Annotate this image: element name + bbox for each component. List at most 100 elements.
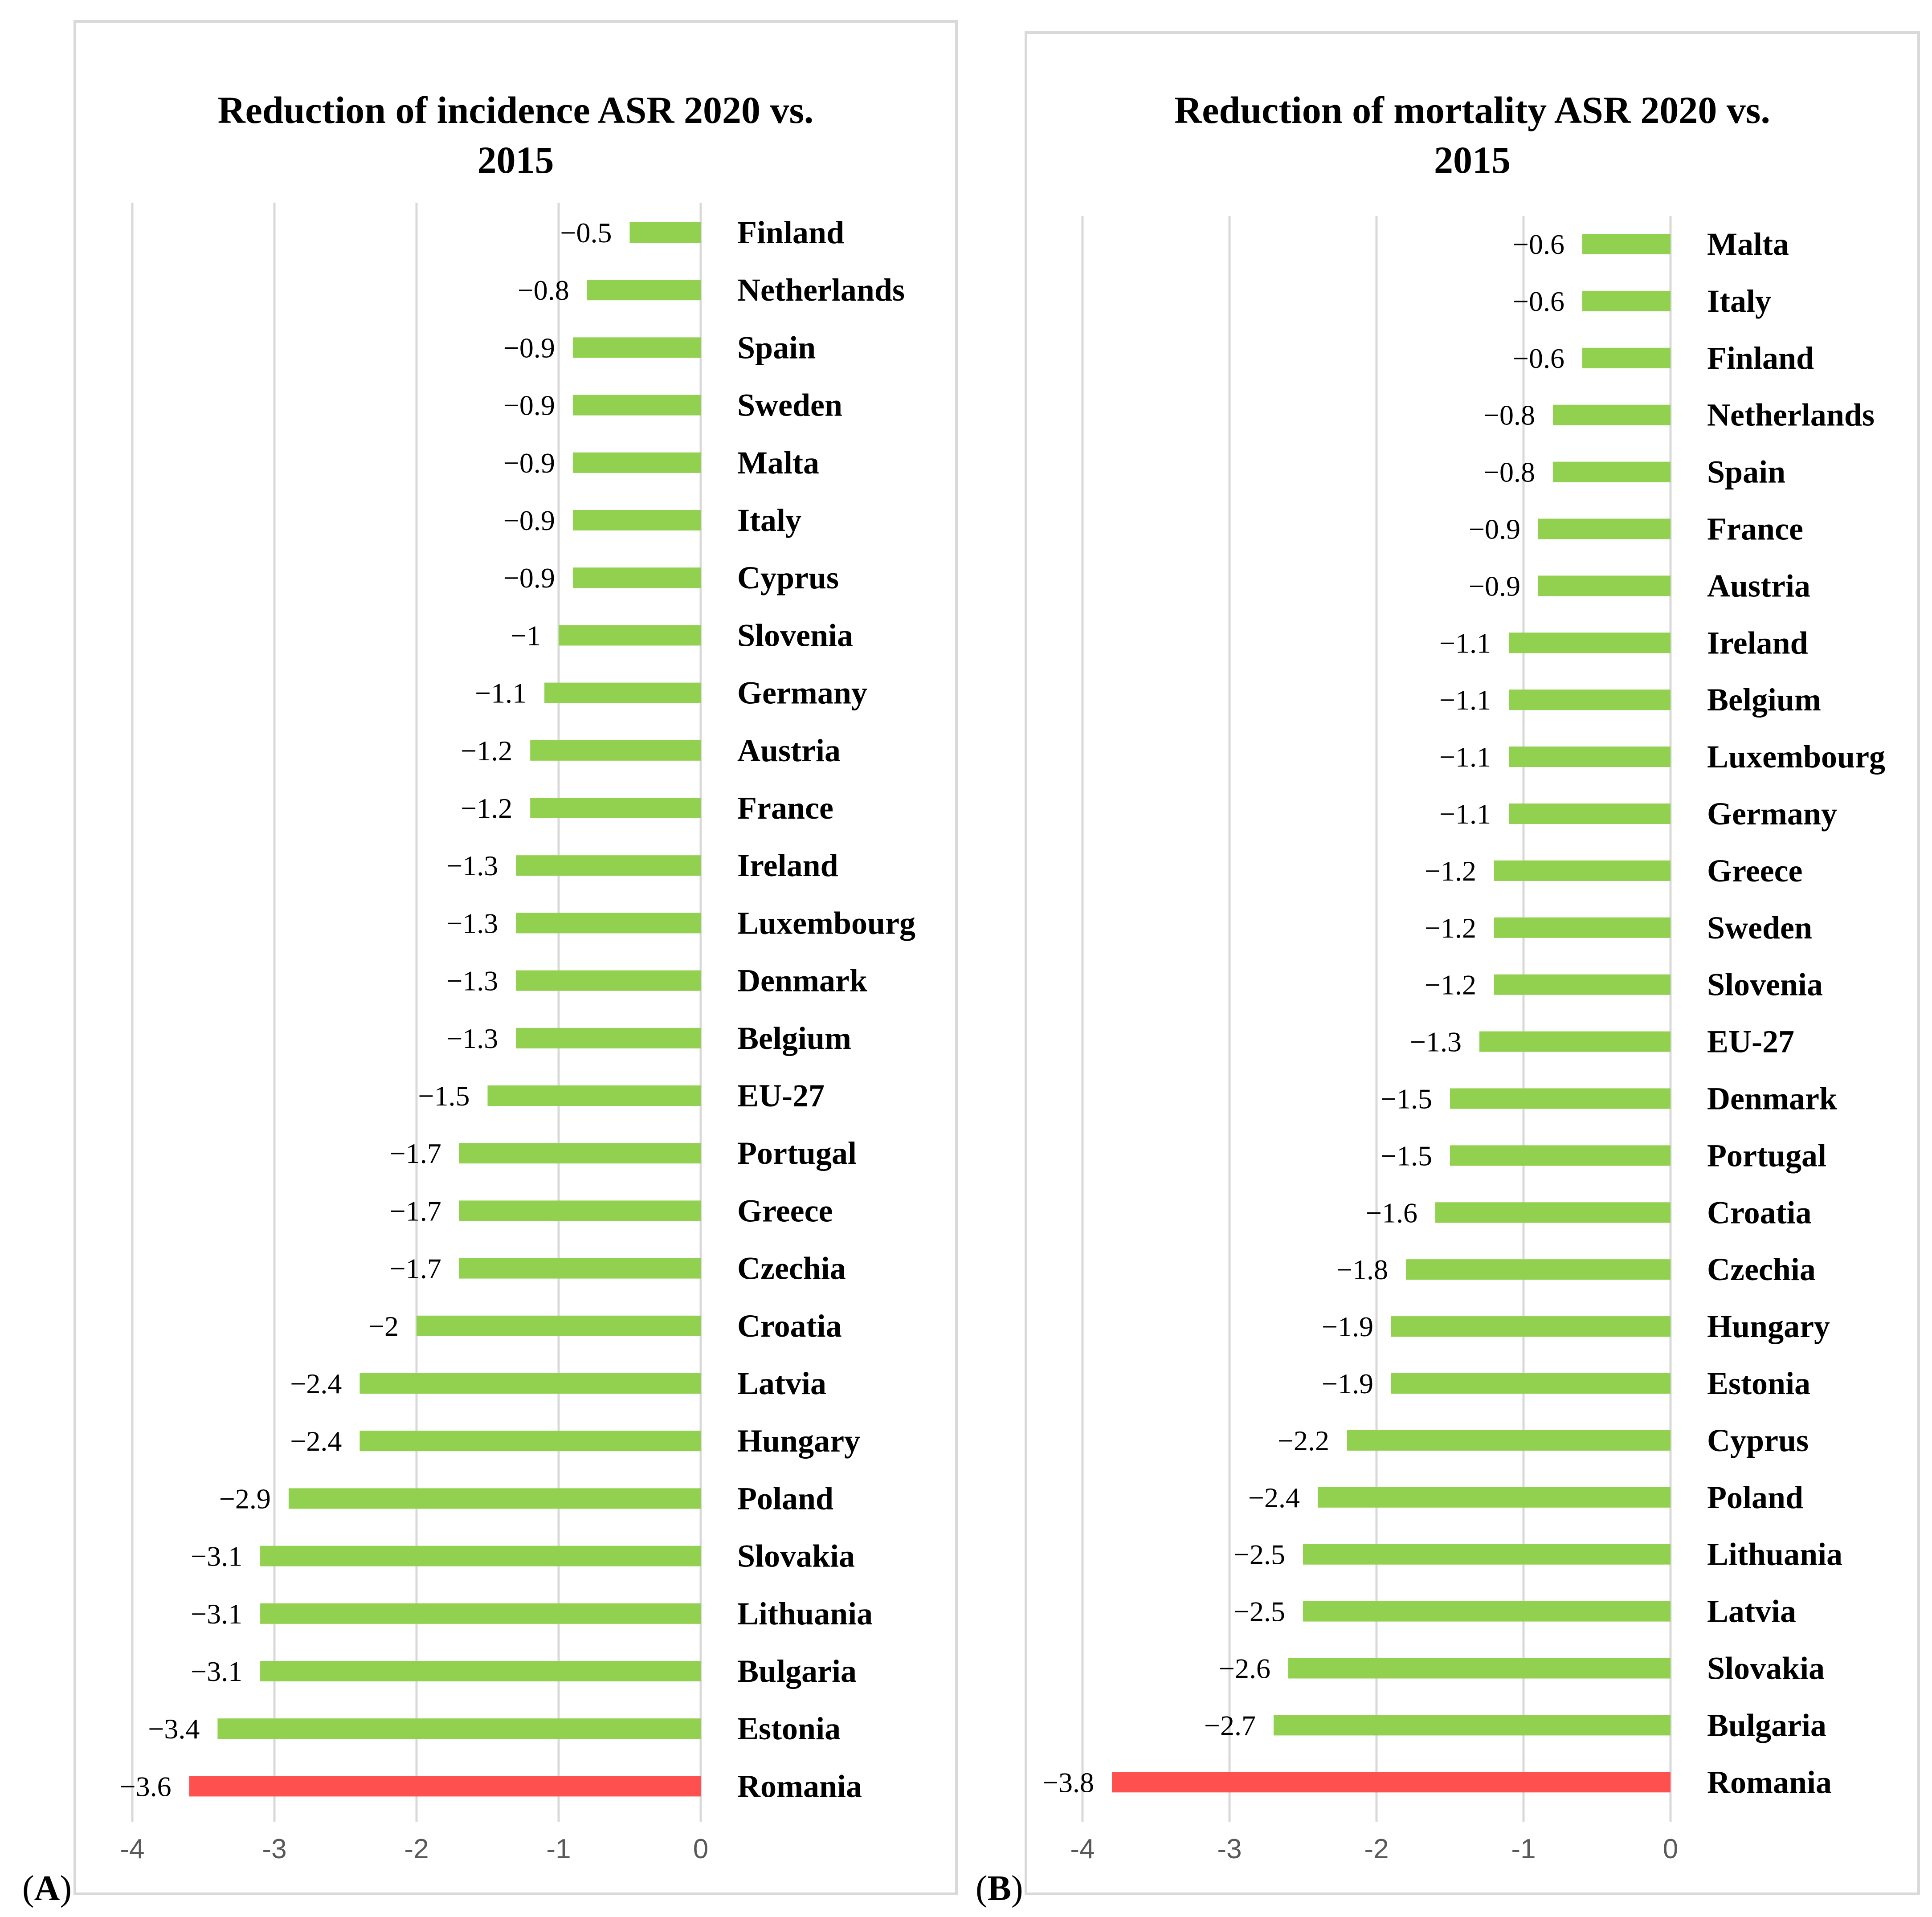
bar-value-label: −1.3 <box>446 965 498 997</box>
bar <box>1509 746 1671 767</box>
category-label: Poland <box>737 1481 833 1516</box>
bar-value-label: −3.1 <box>191 1656 242 1687</box>
bar <box>516 1028 701 1048</box>
bar <box>559 625 701 646</box>
bar-value-label: −2.5 <box>1234 1596 1285 1627</box>
bar <box>1435 1202 1671 1223</box>
category-label: Spain <box>737 330 816 365</box>
bar-value-label: −0.6 <box>1513 228 1564 260</box>
bar-value-label: −1.2 <box>1425 969 1476 1001</box>
bar-value-label: −0.9 <box>1469 514 1520 545</box>
category-label: Greece <box>1707 853 1803 889</box>
x-tick-label: -4 <box>120 1834 144 1864</box>
bar-value-label: −0.6 <box>1513 343 1564 374</box>
bar <box>487 1085 701 1106</box>
bar-value-label: −1.3 <box>1410 1026 1462 1058</box>
category-label: Belgium <box>1707 682 1821 718</box>
chart-title-line2: 2015 <box>1434 139 1511 181</box>
bar-value-label: −2.5 <box>1234 1539 1285 1570</box>
bar-value-label: −2 <box>368 1310 399 1342</box>
category-label: Hungary <box>1707 1309 1830 1344</box>
bar <box>572 567 701 588</box>
bar <box>1494 860 1671 881</box>
category-label: Slovakia <box>1707 1651 1825 1686</box>
category-label: Lithuania <box>737 1596 873 1631</box>
bar-value-label: −1.1 <box>1439 684 1491 716</box>
bar <box>530 740 701 761</box>
category-label: Austria <box>1707 568 1810 604</box>
x-tick-label: -3 <box>1217 1834 1242 1864</box>
bar <box>587 280 701 301</box>
bar-value-label: −1.1 <box>1439 798 1491 830</box>
bar-value-label: −2.9 <box>219 1483 271 1514</box>
bar <box>359 1431 701 1452</box>
bar-value-label: −1.7 <box>390 1138 441 1169</box>
category-label: Italy <box>1707 283 1771 319</box>
bar-value-label: −1.5 <box>1381 1083 1432 1115</box>
category-label: Poland <box>1707 1480 1803 1515</box>
category-label: Finland <box>737 215 844 250</box>
category-label: Portugal <box>737 1135 857 1171</box>
bar <box>516 970 701 991</box>
bar-value-label: −3.6 <box>120 1770 172 1802</box>
bar-value-label: −0.9 <box>503 562 555 594</box>
bar <box>459 1200 701 1221</box>
category-label: Malta <box>737 445 819 481</box>
category-label: Spain <box>1707 454 1785 490</box>
bar <box>1553 404 1671 425</box>
category-label: Bulgaria <box>737 1653 857 1689</box>
bar <box>530 798 701 818</box>
panel-tag-b: (B) <box>976 1869 1023 1908</box>
bar <box>1288 1658 1671 1679</box>
bar-value-label: −1.6 <box>1366 1197 1417 1228</box>
bar <box>260 1546 701 1566</box>
bar <box>1450 1145 1671 1166</box>
x-tick-label: -2 <box>404 1834 429 1864</box>
bar-value-label: −1.3 <box>446 1023 498 1054</box>
bar <box>1553 461 1671 482</box>
category-label: Lithuania <box>1707 1537 1842 1572</box>
bar-value-label: −1.3 <box>446 907 498 939</box>
category-label: Sweden <box>1707 910 1812 946</box>
category-label: Germany <box>1707 796 1837 832</box>
category-label: Finland <box>1707 340 1814 376</box>
bar-value-label: −2.6 <box>1219 1653 1270 1685</box>
category-label: Italy <box>737 502 801 538</box>
bar <box>1347 1430 1671 1451</box>
bar-value-label: −1.2 <box>461 735 512 767</box>
bar-value-label: −0.6 <box>1513 286 1564 317</box>
x-tick-label: -1 <box>1511 1834 1536 1864</box>
bar-value-label: −1.7 <box>390 1253 441 1285</box>
bar <box>260 1661 701 1681</box>
bar <box>1538 575 1671 596</box>
bar <box>189 1776 701 1797</box>
bar <box>1582 234 1671 254</box>
category-label: Luxembourg <box>1707 739 1885 775</box>
bar <box>288 1488 701 1509</box>
bar <box>260 1603 701 1624</box>
category-label: Ireland <box>1707 625 1808 661</box>
bar <box>1509 689 1671 710</box>
chart-title-line1: Reduction of mortality ASR 2020 vs. <box>1174 89 1770 131</box>
bar-value-label: −1.9 <box>1322 1368 1373 1399</box>
bar-value-label: −1.1 <box>1439 741 1491 773</box>
bar <box>1479 1031 1671 1052</box>
bar-value-label: −3.1 <box>191 1541 242 1572</box>
bar <box>1450 1088 1671 1109</box>
category-label: France <box>1707 511 1803 547</box>
category-label: Slovenia <box>1707 967 1823 1003</box>
bar <box>1391 1373 1671 1394</box>
bar <box>572 452 701 473</box>
bar-value-label: −1.1 <box>475 677 527 709</box>
bar <box>1406 1259 1671 1280</box>
bar <box>1582 290 1671 311</box>
bar-value-label: −1.7 <box>390 1195 441 1227</box>
category-label: Estonia <box>737 1711 841 1746</box>
bar-value-label: −2.2 <box>1278 1425 1329 1456</box>
category-label: EU-27 <box>737 1078 825 1113</box>
bar-value-label: −2.4 <box>290 1425 342 1457</box>
bar <box>572 395 701 416</box>
category-label: Sweden <box>737 387 842 423</box>
bar-value-label: −3.1 <box>191 1598 242 1630</box>
category-label: Greece <box>737 1193 833 1228</box>
